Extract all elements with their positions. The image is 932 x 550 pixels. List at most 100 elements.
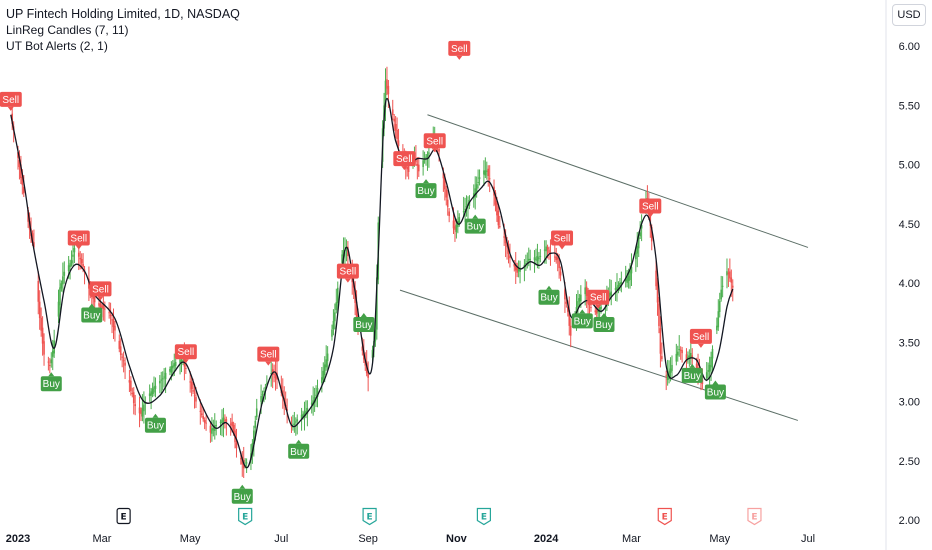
signal-label: Sell — [554, 233, 571, 244]
candle-body — [21, 176, 24, 186]
channel-line-lower[interactable] — [399, 289, 799, 421]
candle-body — [59, 287, 61, 306]
buy-signal[interactable]: Buy — [538, 285, 560, 305]
candle-body — [407, 165, 410, 172]
sell-signal[interactable]: Sell — [639, 198, 662, 218]
signal-pointer — [97, 296, 104, 301]
sell-signal[interactable]: Sell — [689, 328, 712, 348]
earnings-event-icon[interactable]: E — [238, 507, 253, 526]
sell-signal[interactable]: Sell — [89, 281, 112, 301]
signal-label: Sell — [70, 233, 87, 244]
candle-body — [169, 368, 171, 372]
symbol-title[interactable]: UP Fintech Holding Limited, 1D, NASDAQ — [6, 7, 240, 21]
candle-body — [661, 356, 663, 360]
candle-body — [263, 390, 265, 392]
buy-signal[interactable]: Buy — [704, 380, 726, 400]
candle-body — [134, 404, 136, 407]
candle-body — [731, 285, 734, 288]
candle-body — [51, 350, 54, 357]
x-axis: 2023 Mar May Jul Sep Nov 2024 Mar May Jul — [6, 533, 815, 545]
candle-body — [665, 375, 668, 377]
candle-body — [474, 188, 477, 197]
candle-body — [428, 152, 430, 154]
signal-box — [448, 40, 471, 56]
earnings-event-icon[interactable]: E — [476, 507, 491, 526]
sell-signal[interactable]: Sell — [67, 230, 90, 250]
buy-signal[interactable]: Buy — [81, 303, 103, 323]
sell-signal[interactable]: Sell — [174, 344, 197, 364]
candle-body — [102, 304, 105, 309]
signal-pointer — [239, 484, 246, 489]
sell-signal[interactable]: Sell — [423, 133, 446, 153]
sell-signal[interactable]: Sell — [448, 40, 471, 60]
candle-body — [726, 271, 728, 276]
candle-body — [69, 263, 71, 267]
sell-signal[interactable]: Sell — [0, 91, 22, 111]
earnings-event-icon[interactable]: E — [747, 507, 762, 526]
signal-pointer — [360, 312, 367, 317]
buy-signal[interactable]: Buy — [415, 179, 437, 199]
candle-body — [101, 305, 103, 308]
buy-signal[interactable]: Buy — [231, 484, 253, 504]
candle-body — [527, 258, 530, 261]
candle-body — [17, 152, 19, 158]
signal-pointer — [712, 380, 719, 385]
channel-line-upper[interactable] — [427, 114, 809, 248]
candle-body — [224, 419, 226, 421]
candle-body — [229, 423, 232, 425]
candle-body — [88, 278, 90, 289]
signal-box — [538, 289, 560, 305]
sell-signal[interactable]: Sell — [551, 230, 574, 250]
signal-box — [681, 367, 703, 383]
candle-body — [406, 167, 409, 170]
earnings-event-icon[interactable]: E — [116, 507, 131, 525]
buy-signal[interactable]: Buy — [571, 309, 593, 329]
candle-body — [300, 414, 303, 419]
buy-signal[interactable]: Buy — [288, 439, 310, 459]
candle-body — [128, 380, 131, 383]
buy-signal[interactable]: Buy — [353, 312, 375, 332]
currency-button[interactable]: USD — [892, 4, 926, 26]
y-tick-label: 5.00 — [899, 160, 920, 172]
candle-body — [624, 279, 627, 282]
candle-body — [119, 346, 122, 356]
earnings-event-icon[interactable]: E — [657, 507, 672, 526]
candle-body — [18, 159, 21, 168]
candle-body — [445, 189, 448, 198]
linreg-smooth-line[interactable] — [10, 98, 734, 469]
candle-body — [124, 362, 126, 366]
candle-body — [535, 259, 537, 261]
candle-body — [585, 286, 588, 296]
buy-signal[interactable]: Buy — [681, 363, 703, 383]
earnings-event-icon[interactable]: E — [362, 507, 377, 526]
candle-body — [173, 363, 176, 367]
buy-signal[interactable]: Buy — [144, 413, 166, 433]
candle-body — [687, 356, 689, 360]
candle-body — [553, 256, 556, 258]
signal-pointer — [559, 245, 566, 250]
sell-signal[interactable]: Sell — [336, 263, 359, 283]
sell-signal[interactable]: Sell — [393, 151, 416, 171]
candle-body — [608, 292, 611, 297]
sell-signal[interactable]: Sell — [257, 346, 280, 366]
candle-body — [253, 430, 255, 445]
buy-signal[interactable]: Buy — [40, 372, 62, 392]
buy-signal[interactable]: Buy — [593, 312, 615, 332]
candle-body — [192, 390, 194, 392]
signal-label: Buy — [43, 379, 60, 390]
candle-body — [270, 372, 273, 374]
candle-body — [529, 258, 531, 261]
candle-body — [514, 263, 517, 271]
candle-body — [109, 314, 112, 316]
signal-box — [551, 230, 574, 246]
indicator-linreg-candles[interactable]: LinReg Candles (7, 11) — [6, 23, 129, 37]
sell-signal[interactable]: Sell — [587, 289, 610, 309]
signal-label: Sell — [92, 284, 109, 295]
x-tick-label: Jul — [801, 533, 815, 545]
candle-body — [235, 442, 238, 449]
buy-signal[interactable]: Buy — [464, 214, 486, 234]
indicator-ut-bot-alerts[interactable]: UT Bot Alerts (2, 1) — [6, 39, 108, 53]
candle-body — [496, 201, 498, 216]
